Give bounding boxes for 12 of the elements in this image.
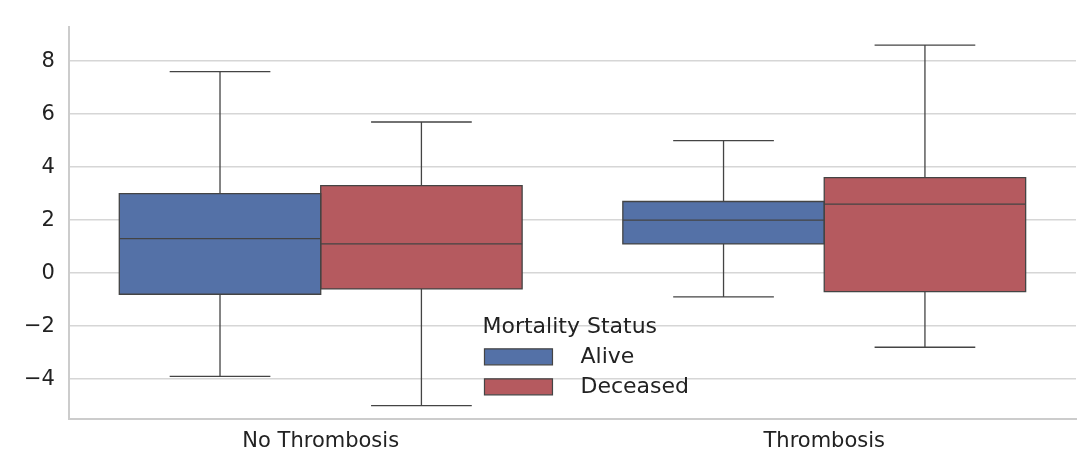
y-tick-label: −2: [23, 312, 55, 337]
y-tick-label: 2: [41, 206, 55, 231]
x-tick-label: Thrombosis: [762, 427, 885, 452]
legend-title: Mortality Status: [482, 312, 658, 338]
y-tick-label: 4: [41, 153, 55, 178]
y-tick-label: 0: [41, 259, 55, 284]
legend-label: Alive: [580, 342, 635, 368]
y-tick-label: 6: [41, 100, 55, 125]
legend-label: Deceased: [580, 372, 690, 398]
y-tick-label: 8: [41, 47, 55, 72]
y-tick-label: −4: [23, 365, 55, 390]
x-tick-label: No Thrombosis: [242, 427, 400, 452]
